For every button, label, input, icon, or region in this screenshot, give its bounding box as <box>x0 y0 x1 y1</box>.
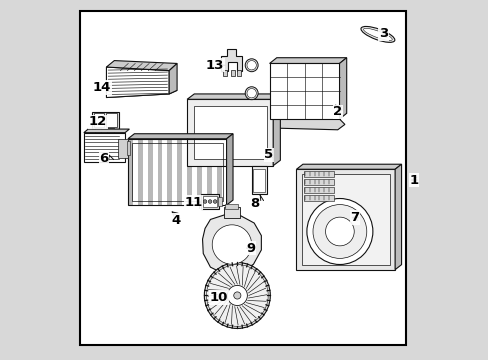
Bar <box>203 196 217 207</box>
Polygon shape <box>273 94 280 166</box>
Bar <box>221 139 226 205</box>
Bar <box>231 70 234 76</box>
Text: 14: 14 <box>92 81 111 94</box>
Text: 6: 6 <box>99 152 108 165</box>
Polygon shape <box>106 90 177 98</box>
Bar <box>192 139 197 205</box>
Bar <box>224 207 239 218</box>
Bar <box>157 139 162 205</box>
Text: 3: 3 <box>378 27 387 40</box>
Circle shape <box>213 200 217 203</box>
Polygon shape <box>83 129 129 133</box>
Circle shape <box>306 198 372 265</box>
Polygon shape <box>202 215 261 274</box>
Polygon shape <box>106 60 177 71</box>
Text: 10: 10 <box>209 291 227 304</box>
Bar <box>223 70 226 76</box>
Bar <box>147 139 152 205</box>
Circle shape <box>206 265 267 326</box>
Bar <box>303 195 333 201</box>
Text: 2: 2 <box>332 105 342 118</box>
Circle shape <box>204 262 270 328</box>
Text: 5: 5 <box>264 148 273 161</box>
Text: 11: 11 <box>184 196 203 209</box>
Bar <box>92 112 119 129</box>
Bar <box>251 166 266 194</box>
Bar <box>118 139 128 158</box>
Polygon shape <box>296 164 401 169</box>
Text: 12: 12 <box>89 116 107 129</box>
Text: 4: 4 <box>171 214 180 227</box>
Bar <box>269 63 339 119</box>
Bar <box>93 113 104 127</box>
Polygon shape <box>221 49 242 71</box>
Bar <box>138 139 142 205</box>
Bar <box>216 139 221 205</box>
Bar <box>83 133 125 162</box>
Bar <box>95 128 101 135</box>
Bar <box>303 187 333 193</box>
Bar <box>211 139 216 205</box>
Bar <box>162 139 167 205</box>
Bar <box>218 197 222 206</box>
Polygon shape <box>169 63 177 94</box>
Polygon shape <box>187 94 280 99</box>
Bar <box>177 139 182 205</box>
Bar <box>303 179 333 185</box>
Circle shape <box>212 225 251 264</box>
Bar <box>152 139 157 205</box>
Polygon shape <box>106 67 169 98</box>
Bar <box>172 139 177 205</box>
Circle shape <box>208 200 211 203</box>
Bar <box>202 139 206 205</box>
Polygon shape <box>128 134 233 139</box>
Circle shape <box>312 204 366 258</box>
Ellipse shape <box>363 28 391 40</box>
Bar <box>187 99 273 166</box>
Bar <box>128 139 133 205</box>
Bar <box>126 141 130 155</box>
Circle shape <box>203 200 206 203</box>
Polygon shape <box>264 117 344 130</box>
Circle shape <box>227 285 247 306</box>
Bar <box>142 139 147 205</box>
Text: 7: 7 <box>350 211 359 224</box>
Bar <box>131 143 223 201</box>
Bar <box>193 106 266 159</box>
Bar <box>187 139 192 205</box>
Circle shape <box>246 60 256 70</box>
Polygon shape <box>339 58 346 119</box>
Bar <box>107 128 113 135</box>
Bar <box>201 194 218 209</box>
Polygon shape <box>269 58 346 63</box>
Bar <box>225 204 238 209</box>
Circle shape <box>244 59 258 72</box>
Text: 1: 1 <box>408 174 417 186</box>
Bar <box>182 139 187 205</box>
Circle shape <box>246 89 256 98</box>
Bar <box>206 139 211 205</box>
Bar <box>106 113 117 127</box>
Bar <box>301 174 389 265</box>
Bar <box>128 139 226 205</box>
Ellipse shape <box>360 26 394 42</box>
Text: 13: 13 <box>205 59 224 72</box>
Bar <box>253 169 264 192</box>
Bar <box>167 139 172 205</box>
Polygon shape <box>226 134 233 205</box>
Circle shape <box>233 292 241 299</box>
Bar <box>197 139 202 205</box>
Text: 8: 8 <box>249 197 259 210</box>
Circle shape <box>244 87 258 100</box>
Text: 9: 9 <box>246 242 255 255</box>
Circle shape <box>325 217 353 246</box>
Bar <box>237 70 241 76</box>
Bar <box>303 171 333 177</box>
Bar <box>296 169 394 270</box>
Bar <box>133 139 138 205</box>
Polygon shape <box>394 164 401 270</box>
